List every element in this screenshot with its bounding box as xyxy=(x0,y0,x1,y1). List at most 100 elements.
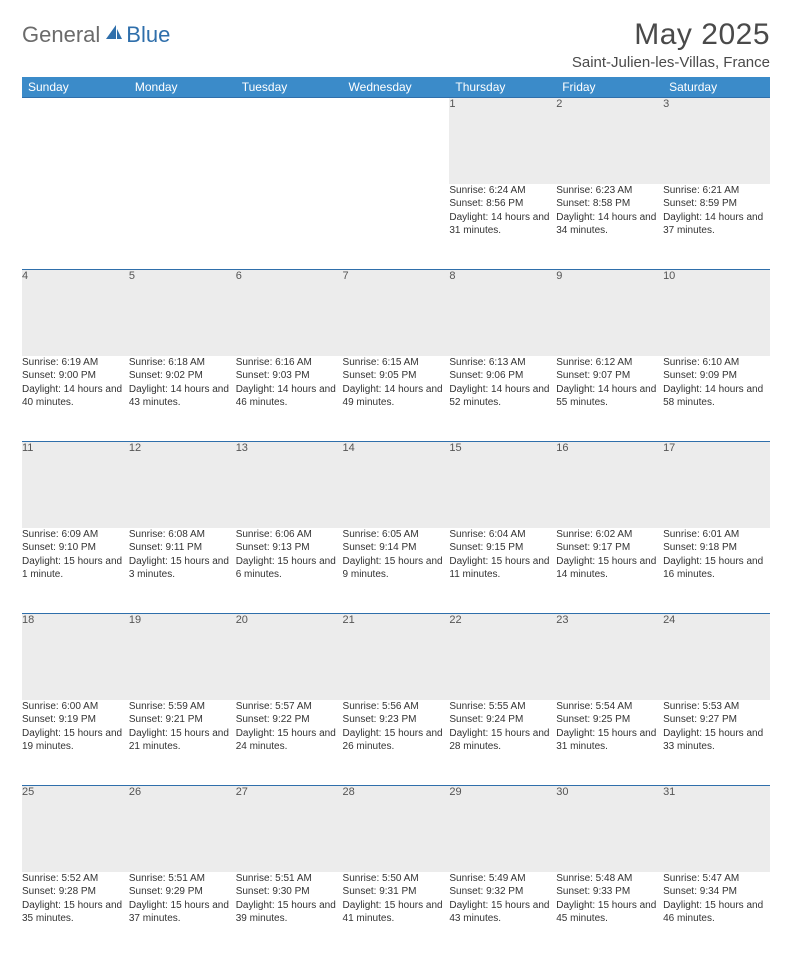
day-number-cell: 1 xyxy=(449,98,556,184)
sunrise-line: Sunrise: 6:10 AM xyxy=(663,356,770,370)
day-detail-cell: Sunrise: 5:54 AMSunset: 9:25 PMDaylight:… xyxy=(556,700,663,786)
sunset-line: Sunset: 9:14 PM xyxy=(343,541,450,555)
sunrise-line: Sunrise: 5:53 AM xyxy=(663,700,770,714)
sunset-line: Sunset: 9:27 PM xyxy=(663,713,770,727)
day-number-cell: 31 xyxy=(663,786,770,872)
sunset-line: Sunset: 9:28 PM xyxy=(22,885,129,899)
daylight-line: Daylight: 14 hours and 37 minutes. xyxy=(663,211,770,238)
day-detail-cell: Sunrise: 5:53 AMSunset: 9:27 PMDaylight:… xyxy=(663,700,770,786)
sunset-line: Sunset: 9:03 PM xyxy=(236,369,343,383)
day-detail-cell: Sunrise: 6:16 AMSunset: 9:03 PMDaylight:… xyxy=(236,356,343,442)
day-detail-cell: Sunrise: 6:13 AMSunset: 9:06 PMDaylight:… xyxy=(449,356,556,442)
sunrise-line: Sunrise: 5:47 AM xyxy=(663,872,770,886)
sunrise-line: Sunrise: 6:24 AM xyxy=(449,184,556,198)
day-number-cell: 4 xyxy=(22,270,129,356)
sunset-line: Sunset: 9:05 PM xyxy=(343,369,450,383)
sunrise-line: Sunrise: 5:59 AM xyxy=(129,700,236,714)
sunset-line: Sunset: 8:56 PM xyxy=(449,197,556,211)
daylight-line: Daylight: 14 hours and 52 minutes. xyxy=(449,383,556,410)
sunrise-line: Sunrise: 6:00 AM xyxy=(22,700,129,714)
month-title: May 2025 xyxy=(572,18,770,52)
daylight-line: Daylight: 15 hours and 14 minutes. xyxy=(556,555,663,582)
daylight-line: Daylight: 15 hours and 43 minutes. xyxy=(449,899,556,926)
sunset-line: Sunset: 9:31 PM xyxy=(343,885,450,899)
day-detail-cell: Sunrise: 6:01 AMSunset: 9:18 PMDaylight:… xyxy=(663,528,770,614)
day-detail-cell: Sunrise: 5:57 AMSunset: 9:22 PMDaylight:… xyxy=(236,700,343,786)
daylight-line: Daylight: 14 hours and 31 minutes. xyxy=(449,211,556,238)
day-detail-cell: Sunrise: 6:15 AMSunset: 9:05 PMDaylight:… xyxy=(343,356,450,442)
daylight-line: Daylight: 14 hours and 58 minutes. xyxy=(663,383,770,410)
day-number-cell: 27 xyxy=(236,786,343,872)
daylight-line: Daylight: 15 hours and 24 minutes. xyxy=(236,727,343,754)
sunrise-line: Sunrise: 5:57 AM xyxy=(236,700,343,714)
day-number-cell xyxy=(236,98,343,184)
day-detail-cell: Sunrise: 6:05 AMSunset: 9:14 PMDaylight:… xyxy=(343,528,450,614)
sunrise-line: Sunrise: 6:05 AM xyxy=(343,528,450,542)
day-number-cell xyxy=(129,98,236,184)
day-detail-cell: Sunrise: 5:47 AMSunset: 9:34 PMDaylight:… xyxy=(663,872,770,958)
day-number-cell: 6 xyxy=(236,270,343,356)
day-number-cell: 15 xyxy=(449,442,556,528)
day-number-cell: 5 xyxy=(129,270,236,356)
sunset-line: Sunset: 9:00 PM xyxy=(22,369,129,383)
daylight-line: Daylight: 15 hours and 46 minutes. xyxy=(663,899,770,926)
day-number-cell: 2 xyxy=(556,98,663,184)
day-number-cell: 14 xyxy=(343,442,450,528)
day-detail-cell: Sunrise: 6:24 AMSunset: 8:56 PMDaylight:… xyxy=(449,184,556,270)
daylight-line: Daylight: 15 hours and 6 minutes. xyxy=(236,555,343,582)
brand-part2: Blue xyxy=(126,22,170,48)
day-number-cell: 12 xyxy=(129,442,236,528)
day-number-cell: 19 xyxy=(129,614,236,700)
daylight-line: Daylight: 15 hours and 1 minute. xyxy=(22,555,129,582)
day-detail-cell: Sunrise: 5:59 AMSunset: 9:21 PMDaylight:… xyxy=(129,700,236,786)
title-block: May 2025 Saint-Julien-les-Villas, France xyxy=(572,18,770,71)
sunrise-line: Sunrise: 6:02 AM xyxy=(556,528,663,542)
day-number-cell: 17 xyxy=(663,442,770,528)
sunset-line: Sunset: 9:19 PM xyxy=(22,713,129,727)
brand-part1: General xyxy=(22,22,100,48)
day-detail-cell: Sunrise: 5:49 AMSunset: 9:32 PMDaylight:… xyxy=(449,872,556,958)
weekday-header: Tuesday xyxy=(236,77,343,98)
daylight-line: Daylight: 15 hours and 19 minutes. xyxy=(22,727,129,754)
sunset-line: Sunset: 9:13 PM xyxy=(236,541,343,555)
daylight-line: Daylight: 14 hours and 46 minutes. xyxy=(236,383,343,410)
day-detail-row: Sunrise: 6:09 AMSunset: 9:10 PMDaylight:… xyxy=(22,528,770,614)
day-number-cell: 28 xyxy=(343,786,450,872)
calendar-table: SundayMondayTuesdayWednesdayThursdayFrid… xyxy=(22,77,770,958)
day-detail-cell: Sunrise: 6:18 AMSunset: 9:02 PMDaylight:… xyxy=(129,356,236,442)
day-detail-row: Sunrise: 5:52 AMSunset: 9:28 PMDaylight:… xyxy=(22,872,770,958)
sunset-line: Sunset: 9:02 PM xyxy=(129,369,236,383)
sunset-line: Sunset: 9:17 PM xyxy=(556,541,663,555)
day-number-cell: 13 xyxy=(236,442,343,528)
day-number-cell: 30 xyxy=(556,786,663,872)
sunset-line: Sunset: 9:11 PM xyxy=(129,541,236,555)
location-label: Saint-Julien-les-Villas, France xyxy=(572,54,770,71)
weekday-header: Saturday xyxy=(663,77,770,98)
day-detail-cell: Sunrise: 5:56 AMSunset: 9:23 PMDaylight:… xyxy=(343,700,450,786)
sunrise-line: Sunrise: 6:12 AM xyxy=(556,356,663,370)
day-detail-cell: Sunrise: 5:51 AMSunset: 9:30 PMDaylight:… xyxy=(236,872,343,958)
day-detail-cell: Sunrise: 6:09 AMSunset: 9:10 PMDaylight:… xyxy=(22,528,129,614)
day-number-row: 123 xyxy=(22,98,770,184)
day-number-cell: 26 xyxy=(129,786,236,872)
day-number-cell: 21 xyxy=(343,614,450,700)
sunset-line: Sunset: 9:30 PM xyxy=(236,885,343,899)
day-detail-cell xyxy=(129,184,236,270)
sunset-line: Sunset: 8:59 PM xyxy=(663,197,770,211)
daylight-line: Daylight: 15 hours and 35 minutes. xyxy=(22,899,129,926)
daylight-line: Daylight: 15 hours and 28 minutes. xyxy=(449,727,556,754)
daylight-line: Daylight: 15 hours and 16 minutes. xyxy=(663,555,770,582)
day-detail-cell: Sunrise: 6:21 AMSunset: 8:59 PMDaylight:… xyxy=(663,184,770,270)
sunset-line: Sunset: 9:24 PM xyxy=(449,713,556,727)
sunrise-line: Sunrise: 6:06 AM xyxy=(236,528,343,542)
day-detail-cell: Sunrise: 5:52 AMSunset: 9:28 PMDaylight:… xyxy=(22,872,129,958)
day-number-cell: 25 xyxy=(22,786,129,872)
weekday-header: Monday xyxy=(129,77,236,98)
weekday-header: Sunday xyxy=(22,77,129,98)
sunset-line: Sunset: 9:34 PM xyxy=(663,885,770,899)
day-detail-cell: Sunrise: 6:23 AMSunset: 8:58 PMDaylight:… xyxy=(556,184,663,270)
daylight-line: Daylight: 15 hours and 45 minutes. xyxy=(556,899,663,926)
daylight-line: Daylight: 15 hours and 9 minutes. xyxy=(343,555,450,582)
sunset-line: Sunset: 9:22 PM xyxy=(236,713,343,727)
sunset-line: Sunset: 9:32 PM xyxy=(449,885,556,899)
